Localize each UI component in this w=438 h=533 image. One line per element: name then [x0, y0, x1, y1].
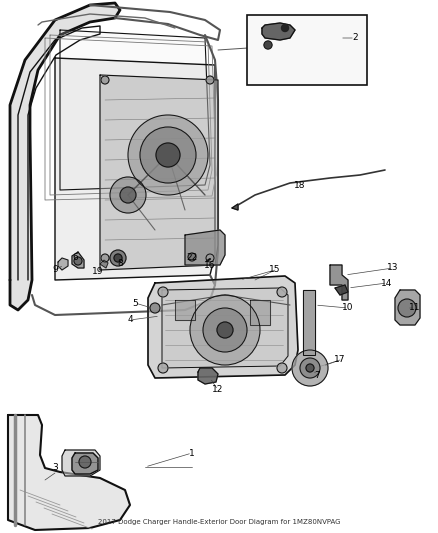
Circle shape: [101, 254, 109, 262]
Polygon shape: [100, 260, 108, 268]
Text: 9: 9: [52, 265, 58, 274]
Polygon shape: [175, 300, 195, 320]
Circle shape: [188, 253, 196, 261]
Circle shape: [140, 127, 196, 183]
Polygon shape: [62, 450, 100, 476]
Text: 6: 6: [72, 254, 78, 262]
Circle shape: [110, 250, 126, 266]
Bar: [247, 15, 367, 85]
Circle shape: [217, 322, 233, 338]
Circle shape: [128, 115, 208, 195]
Text: 2: 2: [352, 34, 358, 43]
Circle shape: [101, 76, 109, 84]
Polygon shape: [330, 265, 348, 300]
Text: 10: 10: [342, 303, 354, 312]
Polygon shape: [72, 453, 98, 474]
Circle shape: [120, 187, 136, 203]
Text: 22: 22: [187, 253, 198, 262]
Circle shape: [300, 358, 320, 378]
Text: 8: 8: [117, 259, 123, 268]
Polygon shape: [198, 368, 218, 384]
Text: 12: 12: [212, 385, 224, 394]
Text: 1: 1: [189, 448, 195, 457]
Polygon shape: [250, 300, 270, 325]
Polygon shape: [335, 285, 348, 295]
Text: 11: 11: [409, 303, 421, 312]
Circle shape: [277, 363, 287, 373]
Polygon shape: [10, 3, 120, 310]
Polygon shape: [262, 23, 295, 40]
Circle shape: [306, 364, 314, 372]
Circle shape: [282, 25, 289, 31]
Circle shape: [277, 287, 287, 297]
Polygon shape: [60, 30, 210, 190]
Circle shape: [156, 143, 180, 167]
Bar: [303, 290, 315, 355]
Bar: [303, 290, 315, 355]
Circle shape: [79, 456, 91, 468]
Polygon shape: [162, 288, 288, 368]
Circle shape: [190, 295, 260, 365]
Circle shape: [206, 76, 214, 84]
Text: 17: 17: [334, 356, 346, 365]
Circle shape: [74, 257, 82, 265]
Text: 13: 13: [387, 263, 399, 272]
Text: 5: 5: [132, 298, 138, 308]
Circle shape: [398, 299, 416, 317]
Text: 3: 3: [52, 463, 58, 472]
Circle shape: [114, 254, 122, 262]
Polygon shape: [232, 204, 238, 210]
Text: 15: 15: [269, 265, 281, 274]
Circle shape: [158, 363, 168, 373]
Polygon shape: [72, 252, 84, 268]
Text: 16: 16: [204, 261, 216, 270]
Text: 14: 14: [381, 279, 393, 287]
Text: 7: 7: [314, 370, 320, 379]
Polygon shape: [8, 415, 130, 530]
Circle shape: [264, 41, 272, 49]
Polygon shape: [148, 276, 298, 378]
Circle shape: [150, 303, 160, 313]
Text: 19: 19: [92, 268, 104, 277]
Polygon shape: [185, 230, 225, 265]
Text: 2017 Dodge Charger Handle-Exterior Door Diagram for 1MZ80NVPAG: 2017 Dodge Charger Handle-Exterior Door …: [98, 519, 340, 525]
Text: 18: 18: [294, 181, 306, 190]
Text: 4: 4: [127, 316, 133, 325]
Polygon shape: [58, 258, 68, 270]
Circle shape: [203, 308, 247, 352]
Circle shape: [292, 350, 328, 386]
Circle shape: [110, 177, 146, 213]
Polygon shape: [395, 290, 420, 325]
Polygon shape: [55, 58, 215, 280]
Circle shape: [206, 254, 214, 262]
Polygon shape: [100, 75, 218, 270]
Circle shape: [158, 287, 168, 297]
